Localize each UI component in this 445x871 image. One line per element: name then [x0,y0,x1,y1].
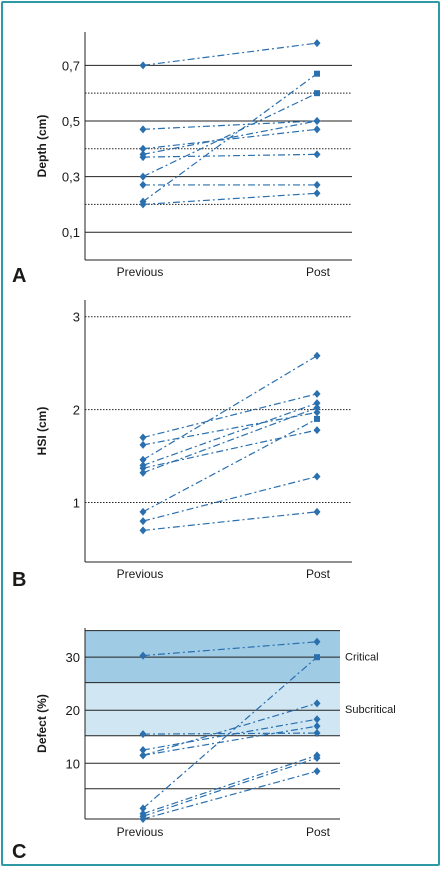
series-line [142,402,318,466]
series-line [142,757,318,817]
data-point-diamond [139,61,147,70]
series-line [142,128,318,150]
data-point-diamond [139,526,147,535]
y-tick-label: 0,1 [62,225,80,240]
data-point-diamond [313,125,321,134]
data-point-diamond [313,150,321,159]
series-line [142,732,318,735]
band-label-critical: Critical [345,652,379,664]
data-point-diamond [313,389,321,398]
data-point-diamond [139,815,147,823]
chart-panel-b: 1 2 3 HSI (cm) Previous Post B [12,300,352,591]
series-line [142,754,318,815]
y-tick-label: 0,5 [62,114,80,129]
panel-label: C [12,841,26,863]
data-point-diamond [313,399,321,408]
data-point-diamond [313,426,321,435]
data-point-diamond [313,699,321,708]
y-axis-label: Defect (%) [35,694,49,753]
data-point-diamond [313,767,321,776]
data-point-diamond [313,715,321,724]
series-line [142,92,318,178]
series-line [142,429,318,469]
data-point-square [314,90,320,97]
data-point-diamond [139,433,147,442]
x-tick-label: Post [306,567,331,581]
series-line [142,393,318,439]
series-line [142,355,318,461]
data-point-diamond [139,125,147,134]
series-line [142,418,318,513]
data-point-diamond [313,729,321,738]
data-point-diamond [313,403,321,412]
series-line [142,475,318,522]
data-point-diamond [139,468,147,477]
y-tick-label: 3 [73,310,80,325]
data-point-square [314,415,320,422]
data-point-diamond [139,180,147,189]
data-point-diamond [139,153,147,162]
series-line [142,641,318,657]
data-point-diamond [313,189,321,198]
chart-panel-a: 0,1 0,3 0,5 0,7 Depth (cm) Previous Post A [12,32,352,287]
band-subcritical [85,682,340,736]
data-point-diamond [139,144,147,153]
y-axis-label: Depth (cm) [35,115,49,178]
data-point-diamond [313,408,321,417]
band-critical [85,630,340,683]
data-point-diamond [313,637,321,646]
series-line [142,656,318,809]
x-tick-label: Previous [117,825,164,839]
series-line [142,120,318,130]
data-point-diamond [139,200,147,209]
data-point-diamond [139,464,147,473]
series-line [142,192,318,205]
data-point-square [314,654,320,661]
data-point-diamond [139,455,147,464]
data-point-diamond [313,39,321,48]
series-line [142,73,318,203]
data-point-diamond [139,746,147,755]
y-tick-label: 1 [73,496,80,511]
series-line [142,153,318,158]
data-point-diamond [313,722,321,731]
series-line [142,407,318,474]
data-point-square [314,70,320,77]
series-line [142,770,318,820]
x-tick-label: Previous [117,567,164,581]
y-tick-label: 2 [73,403,80,418]
y-tick-label: 20 [66,703,80,718]
x-tick-label: Previous [117,265,164,279]
data-point-diamond [139,440,147,449]
series-line [142,42,318,66]
series-line [142,511,318,532]
x-tick-label: Post [306,265,331,279]
data-point-diamond [313,180,321,189]
y-tick-label: 0,3 [62,170,80,185]
y-axis-label: HSI (cm) [35,407,49,456]
x-tick-label: Post [306,825,331,839]
data-point-diamond [139,751,147,760]
y-tick-label: 0,7 [62,58,80,73]
y-tick-label: 30 [66,650,80,665]
data-point-diamond [313,507,321,516]
data-point-diamond [313,753,321,762]
chart-panel-c: Critical Subcritical 10 20 30 Defect (%) Previ… [12,628,396,863]
panel-label: A [12,265,26,287]
series-line [142,702,318,756]
data-point-diamond [313,116,321,125]
data-point-diamond [313,351,321,360]
figure-frame [1,1,440,866]
data-point-diamond [313,472,321,481]
panel-label: B [12,569,26,591]
data-point-diamond [139,804,147,813]
band-label-subcritical: Subcritical [345,704,396,716]
data-point-diamond [139,651,147,660]
data-point-diamond [139,507,147,516]
data-point-diamond [139,517,147,526]
y-tick-label: 10 [66,756,80,771]
data-point-diamond [139,730,147,739]
data-point-diamond [139,172,147,181]
